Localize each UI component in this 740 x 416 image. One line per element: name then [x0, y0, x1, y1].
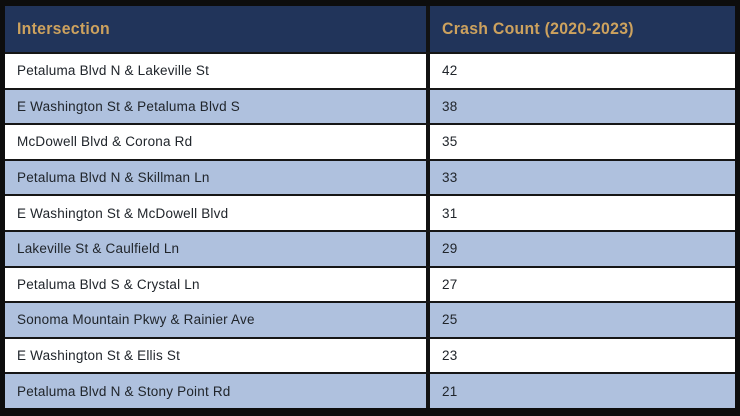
crash-count-cell: 42: [442, 63, 458, 79]
table-row: Sonoma Mountain Pkwy & Rainier Ave 25: [5, 301, 735, 337]
header-cell-intersection: Intersection: [5, 6, 430, 52]
table-row: Petaluma Blvd S & Crystal Ln 27: [5, 265, 735, 302]
crash-count-cell: 27: [442, 276, 458, 292]
crash-count-cell: 35: [442, 134, 458, 150]
table-row: Petaluma Blvd N & Stony Point Rd 21: [5, 372, 735, 408]
intersection-cell: Petaluma Blvd N & Lakeville St: [5, 54, 430, 88]
header-cell-crash-count: Crash Count (2020-2023): [430, 6, 735, 52]
table-row: Lakeville St & Caulfield Ln 29: [5, 229, 735, 266]
crash-count-cell: 25: [442, 312, 458, 328]
table-row: E Washington St & Ellis St 23: [5, 336, 735, 373]
crash-count-cell: 31: [442, 205, 458, 221]
crash-count-cell: 38: [442, 98, 458, 114]
header-crash-count-label: Crash Count (2020-2023): [442, 19, 634, 38]
table-row: E Washington St & Petaluma Blvd S 38: [5, 87, 735, 124]
table-row: Petaluma Blvd N & Lakeville St 42: [5, 52, 735, 88]
intersection-cell: Petaluma Blvd N & Stony Point Rd: [5, 374, 430, 408]
intersection-cell: E Washington St & McDowell Blvd: [5, 196, 430, 230]
table-row: McDowell Blvd & Corona Rd 35: [5, 123, 735, 159]
crash-count-cell: 33: [442, 170, 458, 186]
table-row: Petaluma Blvd N & Skillman Ln 33: [5, 158, 735, 195]
intersection-cell: Petaluma Blvd N & Skillman Ln: [5, 160, 430, 195]
table-row: E Washington St & McDowell Blvd 31: [5, 194, 735, 230]
crash-count-cell: 21: [442, 383, 458, 399]
intersection-cell: Petaluma Blvd S & Crystal Ln: [5, 267, 430, 302]
crash-count-table: Intersection Crash Count (2020-2023) Pet…: [5, 6, 735, 408]
intersection-cell: Lakeville St & Caulfield Ln: [5, 231, 430, 266]
intersection-cell: E Washington St & Ellis St: [5, 338, 430, 373]
crash-count-cell: 29: [442, 241, 458, 257]
intersection-cell: Sonoma Mountain Pkwy & Rainier Ave: [5, 303, 430, 337]
intersection-cell: McDowell Blvd & Corona Rd: [5, 125, 430, 159]
crash-count-cell: 23: [442, 348, 458, 364]
table-header-row: Intersection Crash Count (2020-2023): [5, 6, 735, 52]
intersection-cell: E Washington St & Petaluma Blvd S: [5, 89, 430, 124]
header-intersection-label: Intersection: [17, 19, 110, 38]
